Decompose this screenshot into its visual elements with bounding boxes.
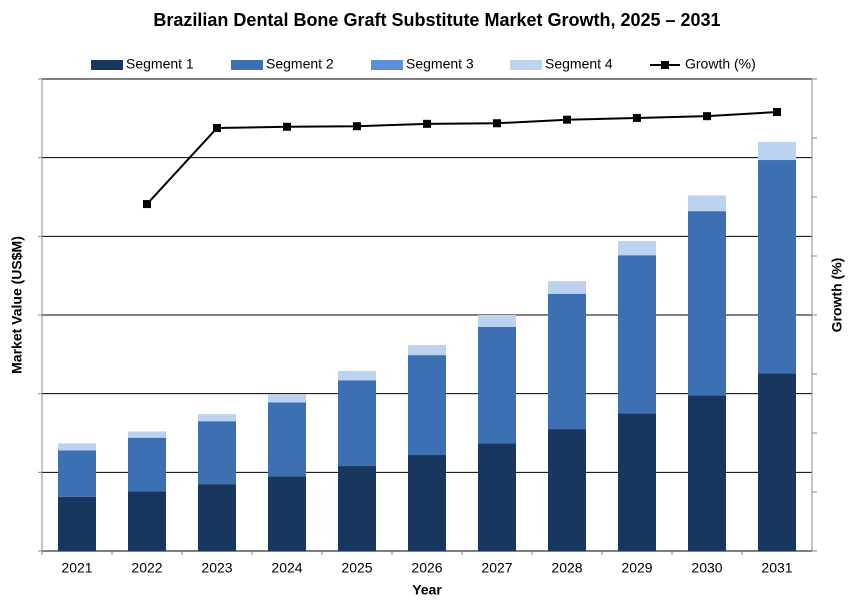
growth-marker [633, 113, 641, 122]
x-tick-label: 2025 [341, 560, 372, 576]
bar-segment [268, 402, 306, 477]
growth-marker [703, 112, 711, 121]
bar-segment [478, 315, 516, 327]
growth-marker [353, 122, 361, 131]
bar-segment [618, 241, 656, 256]
x-tick-label: 2024 [271, 560, 302, 576]
growth-marker [493, 119, 501, 128]
bar-segment [688, 395, 726, 551]
bar-segment [548, 293, 586, 430]
bar-segment [128, 431, 166, 438]
bar-segment [268, 476, 306, 551]
y2-axis-title: Growth (%) [829, 258, 845, 333]
growth-marker [423, 119, 431, 128]
bar-segment [198, 484, 236, 551]
bar-segment [478, 326, 516, 444]
bar-segment [268, 394, 306, 403]
bar-segment [408, 355, 446, 456]
x-tick-label: 2023 [201, 560, 232, 576]
bar-segment [618, 413, 656, 551]
bar-segment [58, 450, 96, 497]
bar-segment [688, 211, 726, 396]
chart-title: Brazilian Dental Bone Graft Substitute M… [153, 10, 720, 30]
x-tick-label: 2029 [621, 560, 652, 576]
bar-segment [758, 141, 796, 161]
x-tick-label: 2030 [691, 560, 722, 576]
x-tick-label: 2026 [411, 560, 442, 576]
legend-label: Segment 4 [545, 56, 613, 72]
bar-segment [128, 491, 166, 551]
bar-segment [548, 281, 586, 294]
bar-segment [618, 255, 656, 414]
legend-swatch [371, 60, 403, 70]
x-tick-label: 2031 [761, 560, 792, 576]
bar-segment [58, 496, 96, 551]
growth-marker [283, 122, 291, 131]
bar-segment [198, 421, 236, 485]
x-tick-label: 2027 [481, 560, 512, 576]
bar-segment [758, 160, 796, 374]
bar-segment [58, 443, 96, 451]
growth-marker [143, 200, 151, 209]
legend-label: Segment 2 [266, 56, 334, 72]
legend-label: Segment 1 [126, 56, 194, 72]
bar-segment [128, 437, 166, 492]
bar-segment [338, 370, 376, 381]
growth-line [146, 111, 778, 205]
bar-segment [478, 443, 516, 551]
y-axis-title: Market Value (US$M) [9, 236, 25, 374]
growth-marker [213, 123, 221, 132]
legend-swatch [91, 60, 123, 70]
legend-label: Segment 3 [406, 56, 474, 72]
bar-segment [198, 414, 236, 422]
legend-label: Growth (%) [685, 56, 756, 72]
bar-segment [338, 466, 376, 551]
legend-marker [661, 61, 669, 69]
bar-segment [758, 373, 796, 551]
bar-segment [338, 380, 376, 467]
bar-segment [408, 455, 446, 551]
bar-segment [548, 429, 586, 551]
growth-marker [773, 108, 781, 117]
legend-swatch [231, 60, 263, 70]
bar-segment [688, 195, 726, 212]
x-tick-label: 2021 [61, 560, 92, 576]
bar-segment [408, 344, 446, 356]
x-tick-label: 2028 [551, 560, 582, 576]
growth-marker [563, 115, 571, 124]
x-tick-label: 2022 [131, 560, 162, 576]
legend-swatch [510, 60, 542, 70]
x-axis-title: Year [412, 582, 442, 598]
